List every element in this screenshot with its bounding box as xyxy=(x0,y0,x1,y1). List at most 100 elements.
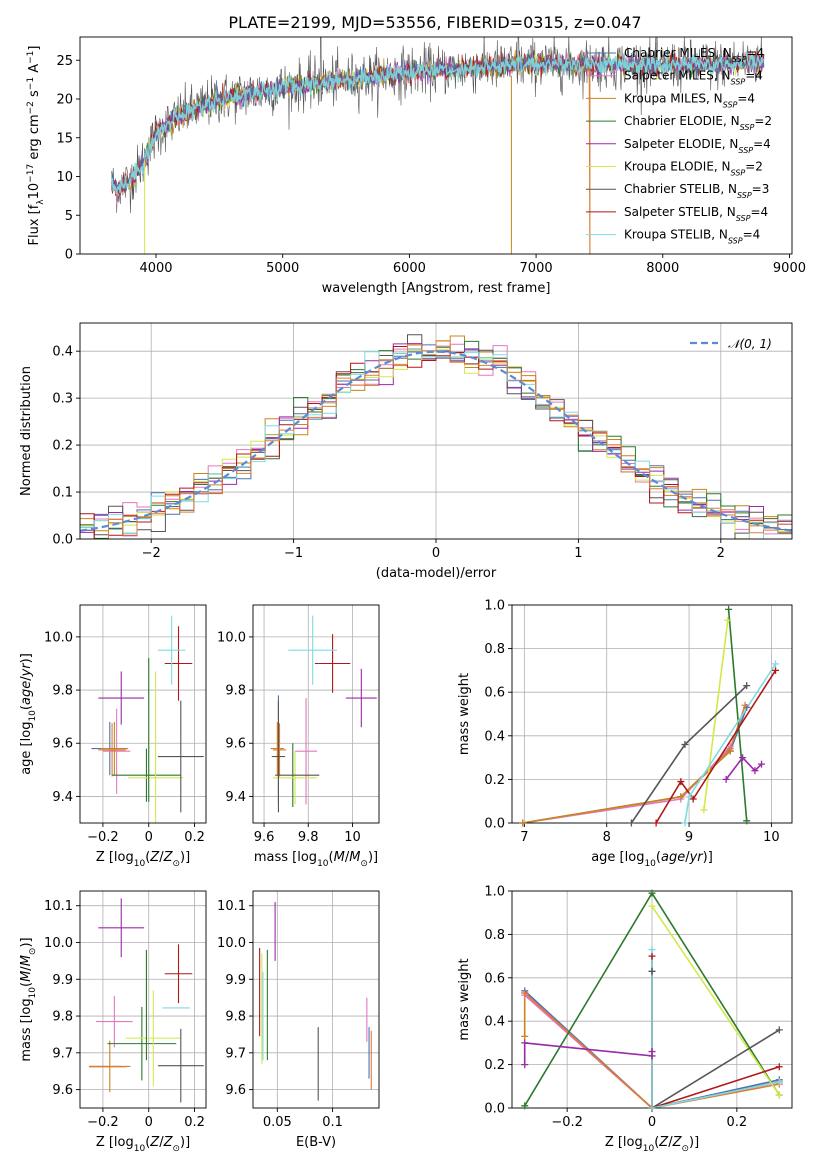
weight-line xyxy=(727,609,748,821)
y-tick-label: 9.8 xyxy=(52,1010,73,1025)
y-tick-label: 0.2 xyxy=(484,1058,505,1073)
weight-marker xyxy=(648,1048,656,1056)
x-tick-label: 0.2 xyxy=(727,1115,748,1130)
weight-marker xyxy=(648,889,656,897)
y-tick-label: 10.1 xyxy=(217,899,246,914)
y-tick-label: 9.6 xyxy=(225,737,246,752)
x-tick-label: 4000 xyxy=(139,261,172,276)
y-tick-label: 10 xyxy=(56,170,73,185)
legend-label: Kroupa MILES, NSSP=4 xyxy=(624,91,755,109)
axes-frame xyxy=(511,604,793,824)
y-tick-label: 0.4 xyxy=(484,1015,505,1030)
y-tick-label: 0.4 xyxy=(52,345,73,360)
y-tick-label: 20 xyxy=(56,93,73,108)
plot-area xyxy=(270,615,377,813)
y-tick-label: 9.8 xyxy=(52,684,73,699)
weight-line xyxy=(524,990,780,1108)
weight-marker xyxy=(772,666,780,674)
axes-frame xyxy=(79,36,793,255)
weight-line xyxy=(651,949,780,1108)
weight-marker xyxy=(724,616,732,624)
normal-curve xyxy=(80,350,792,532)
x-axis-label: Z [log10(Z/Z⊙)] xyxy=(96,1135,190,1154)
x-axis-label: mass [log10(M/M⊙)] xyxy=(254,850,378,869)
weight-marker xyxy=(775,1063,783,1071)
y-tick-label: 9.9 xyxy=(52,973,73,988)
panel-residuals: −2 −1 0 1 2 0.0 0.1 0.2 0.3 0.4 xyxy=(52,322,793,561)
panel-age-vs-mass: 9.6 9.8 10 9.4 9.6 9.8 10.0 xyxy=(217,604,380,845)
weight-marker xyxy=(681,819,689,827)
y-tick-label: 5 xyxy=(65,209,73,224)
x-axis-label: age [log10(age/yr)] xyxy=(591,850,713,869)
panel-mass-vs-EBV: 0.05 0.1 9.6 9.7 9.8 9.9 10.0 10.1 xyxy=(217,890,380,1130)
weight-marker xyxy=(775,1091,783,1099)
axes-frame xyxy=(79,604,207,824)
y-tick-label: 10.0 xyxy=(217,936,246,951)
plot-area xyxy=(89,898,204,1103)
panel-age-vs-Z: −0.2 0 0.2 9.4 9.6 9.8 10.0 xyxy=(44,604,207,845)
x-axis-label: E(B-V) xyxy=(296,1135,336,1150)
y-tick-label: 0.2 xyxy=(484,773,505,788)
panel-mass-vs-Z: −0.2 0 0.2 9.6 9.7 9.8 9.9 10.0 10.1 xyxy=(44,890,207,1130)
weight-marker xyxy=(677,793,685,801)
y-tick-label: 25 xyxy=(56,54,73,69)
weight-marker xyxy=(772,660,780,668)
panel-spectrum: 4000 5000 6000 7000 8000 9000 0 5 10 15 20 25 xyxy=(56,36,806,276)
axes-frame xyxy=(79,890,207,1109)
y-tick-label: 0 xyxy=(65,248,73,263)
legend-label: Kroupa STELIB, NSSP=4 xyxy=(624,228,760,246)
weight-marker xyxy=(648,902,656,910)
weight-marker xyxy=(648,967,656,975)
x-tick-label: 9.6 xyxy=(254,830,275,845)
weight-line xyxy=(725,756,763,780)
weight-marker xyxy=(725,605,733,613)
weight-line xyxy=(655,669,777,823)
y-tick-label: 15 xyxy=(56,131,73,146)
y-tick-label: 9.8 xyxy=(225,684,246,699)
weight-marker xyxy=(758,760,766,768)
legend-label: Chabrier ELODIE, NSSP=2 xyxy=(624,114,772,132)
y-tick-label: 0.3 xyxy=(52,392,73,407)
axes-frame xyxy=(252,604,380,824)
y-tick-label: 1.0 xyxy=(484,599,505,614)
x-tick-label: 0 xyxy=(432,546,440,561)
y-tick-label: 0.0 xyxy=(484,817,505,832)
y-tick-label: 9.6 xyxy=(52,737,73,752)
weight-marker xyxy=(751,767,759,775)
y-tick-label: 0.8 xyxy=(484,928,505,943)
weight-marker xyxy=(775,1078,783,1086)
x-tick-label: 7000 xyxy=(520,261,553,276)
x-tick-label: 2 xyxy=(717,546,725,561)
y-tick-label: 0.6 xyxy=(484,686,505,701)
x-tick-label: 0.1 xyxy=(322,1115,343,1130)
x-axis-label: Z [log10(Z/Z⊙)] xyxy=(605,1135,699,1154)
weight-marker xyxy=(677,778,685,786)
y-tick-label: 9.4 xyxy=(52,790,73,805)
x-axis-label: Z [log10(Z/Z⊙)] xyxy=(96,850,190,869)
legend-label: 𝒩(0, 1) xyxy=(728,337,772,351)
page-title: PLATE=2199, MJD=53556, FIBERID=0315, z=0… xyxy=(228,13,641,32)
x-tick-label: −1 xyxy=(284,546,303,561)
y-tick-label: 0.4 xyxy=(484,729,505,744)
y-tick-label: 1.0 xyxy=(484,885,505,900)
weight-marker xyxy=(521,1061,529,1069)
weight-marker xyxy=(521,1032,529,1040)
y-tick-label: 9.6 xyxy=(225,1083,246,1098)
y-tick-label: 9.9 xyxy=(225,973,246,988)
panel-weight-vs-Z: −0.2 0 0.2 0.0 0.2 0.4 0.6 0.8 1.0 xyxy=(484,885,793,1130)
histogram-step xyxy=(80,346,792,539)
x-tick-label: 0.05 xyxy=(263,1115,292,1130)
x-tick-label: 9000 xyxy=(773,261,806,276)
weight-line xyxy=(651,905,780,1096)
y-axis-label: age [log10(age/yr)] xyxy=(19,653,38,775)
y-tick-label: 9.4 xyxy=(225,790,246,805)
plot-area xyxy=(259,902,372,1101)
y-axis-label: Flux [fλ10−17 erg cm−2 s−1 A−1] xyxy=(26,46,46,246)
y-axis-label: mass weight xyxy=(457,673,472,755)
weight-marker xyxy=(681,741,689,749)
y-tick-label: 0.6 xyxy=(484,971,505,986)
plot-area xyxy=(80,334,792,539)
weight-marker xyxy=(743,817,751,825)
y-axis-label: mass [log10(M/M⊙)] xyxy=(19,937,38,1061)
